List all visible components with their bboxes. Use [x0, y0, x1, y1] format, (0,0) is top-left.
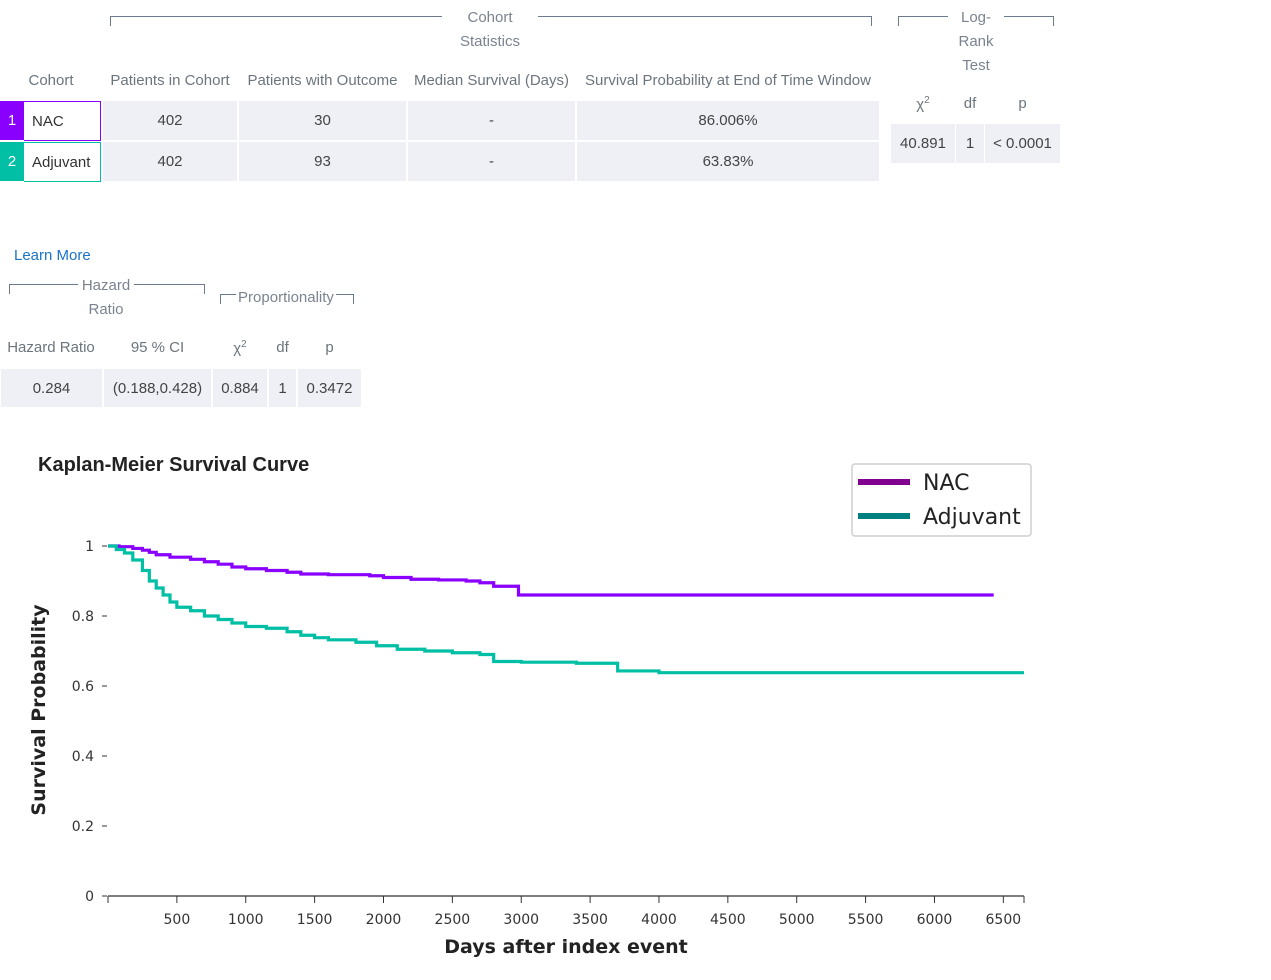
cell-median: -	[408, 142, 575, 181]
prop-df-value: 1	[269, 369, 296, 407]
legend-entry: Adjuvant	[923, 505, 1021, 530]
header-cohort: Cohort	[28, 72, 74, 89]
logrank-header-chi: χ2	[916, 95, 930, 113]
x-tick-label: 3500	[572, 912, 608, 928]
header-prop-df: df	[276, 339, 289, 356]
y-tick-label: 1	[85, 539, 94, 555]
header-survival-probability: Survival Probability at End of Time Wind…	[585, 72, 871, 89]
header-prop-p: p	[325, 339, 334, 356]
x-tick-label: 5500	[848, 912, 884, 928]
x-tick-label: 6500	[986, 912, 1022, 928]
header-median-survival: Median Survival (Days)	[413, 72, 570, 89]
prop-chi-value: 0.884	[213, 369, 267, 407]
logrank-p-value: < 0.0001	[985, 124, 1060, 163]
learn-more-link[interactable]: Learn More	[14, 247, 91, 264]
km-survival-chart: 500 1000 1500 2000 2500 3000 3500 4000 4500 5000 5…	[28, 463, 1032, 958]
cohort-statistics-group-label: Cohort Statistics	[442, 6, 538, 54]
chart-axes: 500 1000 1500 2000 2500 3000 3500 4000 4500 5000 5…	[72, 539, 1025, 928]
cell-outcome: 30	[239, 101, 406, 140]
y-tick-label: 0.4	[72, 749, 94, 765]
series-line-nac	[108, 544, 994, 597]
proportionality-group-label: Proportionality	[236, 286, 336, 310]
chart-title: Kaplan-Meier Survival Curve	[38, 454, 310, 476]
y-tick-label: 0	[85, 889, 94, 905]
y-tick-label: 0.6	[72, 679, 94, 695]
header-patients-in-cohort: Patients in Cohort	[110, 72, 230, 89]
cohort-number-badge: 2	[0, 142, 24, 181]
header-patients-with-outcome: Patients with Outcome	[247, 72, 398, 89]
cell-probability: 63.83%	[577, 142, 879, 181]
x-tick-label: 2000	[366, 912, 402, 928]
logrank-df-value: 1	[956, 124, 984, 163]
cell-patients: 402	[103, 142, 237, 181]
chart-legend: NAC Adjuvant	[851, 463, 1032, 537]
header-prop-chi: χ2	[233, 339, 247, 357]
cell-probability: 86.006%	[577, 101, 879, 140]
x-tick-label: 3000	[503, 912, 539, 928]
cell-median: -	[408, 101, 575, 140]
x-tick-label: 4000	[641, 912, 677, 928]
x-tick-label: 6000	[917, 912, 953, 928]
legend-entry: NAC	[923, 471, 969, 496]
cohort-name-adjuvant[interactable]: Adjuvant	[24, 142, 101, 182]
logrank-header-p: p	[1018, 95, 1027, 112]
x-tick-label: 1500	[297, 912, 333, 928]
x-tick-label: 1000	[228, 912, 264, 928]
header-hazard-ratio: Hazard Ratio	[7, 339, 95, 356]
cohort-number-badge: 1	[0, 101, 24, 140]
y-axis-label: Survival Probability	[28, 604, 50, 816]
y-tick-label: 0.2	[72, 819, 94, 835]
series-line-adjuvant	[108, 544, 1024, 675]
x-tick-label: 2500	[435, 912, 471, 928]
hazard-ratio-value: 0.284	[1, 369, 102, 407]
y-tick-label: 0.8	[72, 609, 94, 625]
logrank-chi-value: 40.891	[891, 124, 955, 163]
logrank-header-df: df	[963, 95, 977, 112]
chart-series	[108, 544, 1024, 675]
ci-value: (0.188,0.428)	[104, 369, 211, 407]
cell-patients: 402	[103, 101, 237, 140]
x-tick-label: 4500	[710, 912, 746, 928]
cell-outcome: 93	[239, 142, 406, 181]
x-tick-label: 500	[164, 912, 191, 928]
x-tick-label: 5000	[779, 912, 815, 928]
logrank-group-label: Log-Rank Test	[948, 6, 1004, 78]
header-ci: 95 % CI	[130, 339, 185, 356]
hazard-ratio-group-label: Hazard Ratio	[78, 274, 134, 322]
cohort-name-nac[interactable]: NAC	[24, 101, 101, 141]
prop-p-value: 0.3472	[298, 369, 361, 407]
x-axis-label: Days after index event	[444, 936, 688, 958]
